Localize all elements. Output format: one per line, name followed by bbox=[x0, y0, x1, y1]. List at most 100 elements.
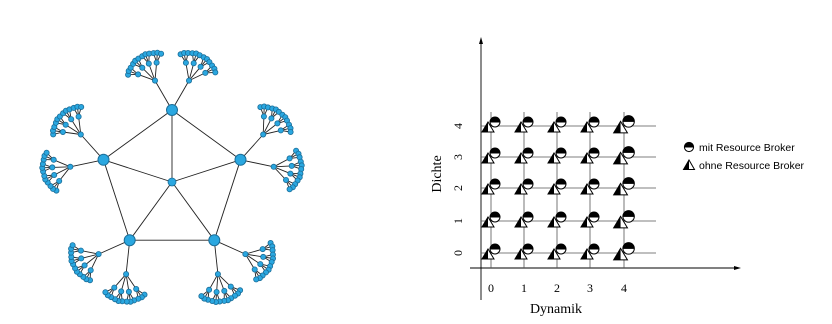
x-tick-labels: 0 1 2 3 4 bbox=[488, 281, 627, 295]
triangle-marker-fill bbox=[515, 153, 521, 163]
network-leaf-node bbox=[81, 262, 88, 269]
network-leaf-node bbox=[51, 171, 58, 178]
circle-marker-fill bbox=[490, 179, 500, 184]
triangle-marker-fill bbox=[515, 217, 521, 227]
grid-cell-marker bbox=[481, 116, 501, 133]
circle-marker-fill bbox=[622, 242, 635, 249]
network-leaf-node bbox=[153, 59, 160, 66]
legend-label-mit: mit Resource Broker bbox=[699, 142, 795, 154]
network-edge bbox=[58, 166, 71, 182]
network-leaf-node bbox=[67, 163, 74, 170]
network-leaf-node bbox=[135, 71, 142, 78]
network-leaf-node bbox=[282, 176, 289, 183]
circle-marker-fill bbox=[523, 179, 533, 184]
circle-marker-fill bbox=[556, 212, 566, 217]
network-leaf-node bbox=[56, 177, 63, 184]
network-edge bbox=[137, 73, 156, 82]
grid-cell-marker bbox=[514, 211, 534, 228]
network-edge bbox=[171, 109, 241, 161]
network-leaf-node bbox=[125, 288, 132, 295]
legend-label-ohne: ohne Resource Broker bbox=[699, 160, 805, 172]
triangle-marker-fill bbox=[581, 153, 587, 163]
network-edge bbox=[262, 116, 265, 135]
network-leaf-node bbox=[286, 155, 293, 162]
network-leaf-node bbox=[68, 116, 75, 123]
circle-marker-fill bbox=[622, 177, 635, 184]
circle-marker-fill bbox=[523, 244, 533, 249]
triangle-marker-fill bbox=[548, 122, 554, 132]
triangle-marker-fill bbox=[515, 184, 521, 194]
network-hub-node bbox=[123, 234, 136, 247]
network-leaf-node bbox=[251, 266, 258, 273]
network-leaf-node bbox=[75, 113, 82, 120]
network-edge bbox=[65, 124, 82, 135]
network-leaf-node bbox=[270, 163, 277, 170]
x-tick-label: 2 bbox=[554, 281, 560, 295]
grid-cell-marker bbox=[547, 147, 567, 164]
circle-marker-fill bbox=[490, 117, 500, 122]
network-edge bbox=[53, 166, 71, 176]
grid-cell-marker bbox=[547, 178, 567, 195]
network-edge bbox=[171, 159, 241, 183]
network-edge bbox=[245, 253, 264, 258]
network-edge bbox=[125, 273, 137, 290]
network-leaf-node bbox=[214, 271, 221, 278]
x-tick-label: 3 bbox=[587, 281, 593, 295]
network-edge bbox=[273, 165, 292, 168]
network-hub-node bbox=[234, 153, 247, 166]
network-leaf-node bbox=[118, 288, 125, 295]
grid-cells bbox=[481, 115, 635, 261]
network-edge bbox=[262, 118, 272, 135]
network-leaf-node bbox=[259, 246, 266, 253]
circle-marker-fill bbox=[622, 146, 635, 153]
network-leaf-node bbox=[257, 261, 264, 268]
triangle-marker-fill bbox=[482, 249, 488, 259]
network-leaf-node bbox=[77, 131, 84, 138]
triangle-marker-fill bbox=[548, 184, 554, 194]
circle-marker-fill bbox=[490, 148, 500, 153]
network-leaf-node bbox=[50, 156, 57, 163]
network-leaf-node bbox=[212, 69, 219, 76]
network-edge bbox=[188, 66, 201, 81]
network-leaf-node bbox=[102, 289, 109, 296]
y-tick-label: 2 bbox=[451, 185, 465, 191]
network-leaf-node bbox=[242, 251, 249, 258]
network-edge bbox=[245, 248, 263, 255]
network-edge bbox=[171, 181, 215, 241]
network-edge bbox=[103, 159, 131, 241]
circle-marker-fill bbox=[523, 212, 533, 217]
network-leaf-node bbox=[49, 164, 56, 171]
network-edge bbox=[129, 181, 173, 241]
network-leaf-node bbox=[277, 127, 284, 134]
grid-cell-marker bbox=[514, 178, 534, 195]
grid-cell-marker bbox=[481, 211, 501, 228]
circle-marker-fill bbox=[622, 210, 635, 217]
network-edge bbox=[154, 62, 158, 81]
network-leaf-node bbox=[139, 64, 146, 71]
grid-cell-marker bbox=[481, 147, 501, 164]
network-leaf-node bbox=[78, 104, 85, 111]
network-leaf-node bbox=[69, 242, 76, 249]
circle-marker-fill bbox=[490, 212, 500, 217]
grid-chart: 0 1 2 3 4 0 1 2 3 4 Dynamik Dichte mit Resource … bbox=[430, 37, 805, 317]
network-leaf-node bbox=[253, 276, 260, 283]
network-edge bbox=[213, 159, 241, 241]
network-leaf-node bbox=[145, 60, 152, 67]
y-axis-arrow bbox=[479, 37, 483, 44]
network-edge bbox=[90, 253, 100, 271]
network-leaf-node bbox=[123, 271, 130, 278]
grid-cell-marker bbox=[547, 211, 567, 228]
circle-marker-fill bbox=[589, 117, 599, 122]
circle-marker-fill bbox=[556, 117, 566, 122]
grid-cell-marker bbox=[612, 242, 635, 261]
triangle-marker-fill bbox=[482, 122, 488, 132]
grid-cell-marker bbox=[514, 147, 534, 164]
y-tick-labels: 0 1 2 3 4 bbox=[451, 123, 465, 256]
network-edge bbox=[52, 166, 71, 168]
network-leaf-node bbox=[260, 113, 267, 120]
legend-circle-icon bbox=[683, 141, 695, 153]
y-tick-label: 4 bbox=[451, 123, 465, 129]
network-leaf-node bbox=[260, 253, 267, 260]
triangle-marker-fill bbox=[482, 217, 488, 227]
